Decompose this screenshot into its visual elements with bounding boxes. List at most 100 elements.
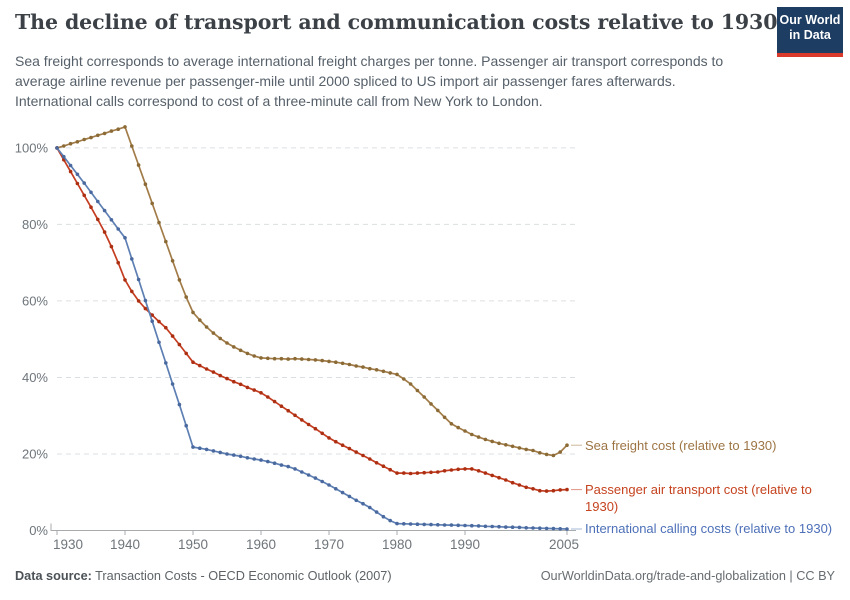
y-tick-label: 20%	[22, 447, 48, 462]
data-point	[402, 471, 406, 475]
data-point	[157, 319, 161, 324]
data-point	[415, 522, 420, 526]
data-point	[272, 461, 277, 466]
data-point	[130, 289, 134, 294]
y-tick-label: 60%	[22, 293, 48, 308]
data-point	[306, 357, 311, 362]
data-point	[408, 471, 413, 476]
data-point	[320, 479, 325, 484]
data-point	[116, 127, 120, 131]
data-point	[544, 489, 549, 493]
series-label-international-calls: International calling costs (relative to…	[585, 521, 833, 537]
data-point	[102, 208, 107, 213]
x-tick-label: 1970	[314, 537, 344, 552]
data-point	[102, 131, 107, 136]
data-point	[415, 388, 420, 393]
data-point	[184, 423, 188, 428]
data-point	[286, 408, 291, 413]
data-point	[408, 382, 413, 386]
data-point	[374, 368, 379, 372]
x-tick-label: 1930	[53, 537, 83, 552]
data-point	[266, 395, 270, 399]
series-label-passenger-air: Passenger air transport cost (relative t…	[585, 482, 812, 515]
y-tick-label: 100%	[15, 140, 49, 155]
data-point	[361, 365, 365, 369]
data-point	[279, 356, 284, 361]
data-point	[191, 360, 195, 365]
data-point	[238, 348, 243, 353]
data-point	[218, 336, 222, 341]
data-point	[286, 357, 291, 361]
data-point	[510, 444, 515, 449]
data-point	[558, 488, 562, 492]
data-point	[538, 526, 542, 530]
data-point	[191, 310, 195, 315]
data-point	[218, 450, 222, 455]
data-point	[490, 473, 495, 478]
data-point	[123, 236, 127, 240]
series-line	[56, 147, 568, 492]
data-point	[544, 452, 549, 457]
data-point	[442, 415, 447, 420]
data-point	[259, 356, 263, 360]
data-point	[517, 446, 522, 450]
data-point	[368, 505, 372, 510]
data-point	[232, 379, 236, 384]
data-point	[225, 341, 229, 345]
data-point	[300, 470, 304, 474]
data-point	[150, 319, 154, 324]
data-point	[347, 446, 352, 451]
data-point	[96, 199, 100, 204]
data-point	[524, 447, 528, 452]
data-point	[157, 220, 161, 225]
x-tick-label: 1960	[246, 537, 276, 552]
data-point	[490, 524, 495, 529]
data-point	[408, 522, 413, 526]
data-point	[558, 450, 562, 454]
data-point	[75, 181, 80, 186]
data-point	[449, 468, 454, 472]
data-point	[143, 306, 148, 311]
data-point	[198, 318, 202, 322]
data-point	[388, 467, 393, 472]
data-point	[123, 125, 127, 129]
data-point	[381, 369, 386, 374]
data-point	[524, 526, 528, 530]
data-point	[286, 464, 291, 469]
data-point	[449, 422, 454, 426]
owid-logo[interactable]: Our World in Data	[777, 7, 843, 57]
data-point	[340, 490, 345, 495]
series-label-sea-freight: Sea freight cost (relative to 1930)	[585, 437, 777, 453]
data-point	[55, 146, 59, 150]
data-point	[565, 527, 569, 531]
data-point	[225, 452, 229, 456]
data-point	[102, 230, 107, 234]
data-point	[82, 193, 86, 198]
data-point	[456, 523, 461, 528]
data-point	[313, 476, 318, 480]
data-point	[442, 469, 447, 473]
data-point	[313, 426, 318, 431]
data-point	[313, 358, 318, 362]
data-point	[184, 295, 188, 299]
data-point	[388, 518, 393, 523]
data-point	[130, 257, 134, 261]
data-point	[293, 413, 297, 418]
data-point	[476, 524, 481, 528]
data-point	[320, 431, 325, 436]
data-point	[354, 498, 359, 503]
series-line	[56, 126, 568, 457]
data-point	[429, 402, 433, 406]
data-point	[551, 453, 556, 458]
data-point	[395, 372, 399, 377]
owid-credit-link[interactable]: OurWorldinData.org/trade-and-globalizati…	[540, 569, 835, 583]
data-point	[388, 371, 393, 375]
y-tick-label: 0%	[29, 523, 48, 538]
data-point	[483, 437, 488, 442]
data-point	[204, 367, 209, 371]
data-point	[68, 169, 73, 174]
x-tick-label: 1940	[110, 537, 140, 552]
data-point	[402, 522, 406, 526]
data-point	[565, 443, 569, 448]
x-axis-line	[50, 523, 576, 531]
